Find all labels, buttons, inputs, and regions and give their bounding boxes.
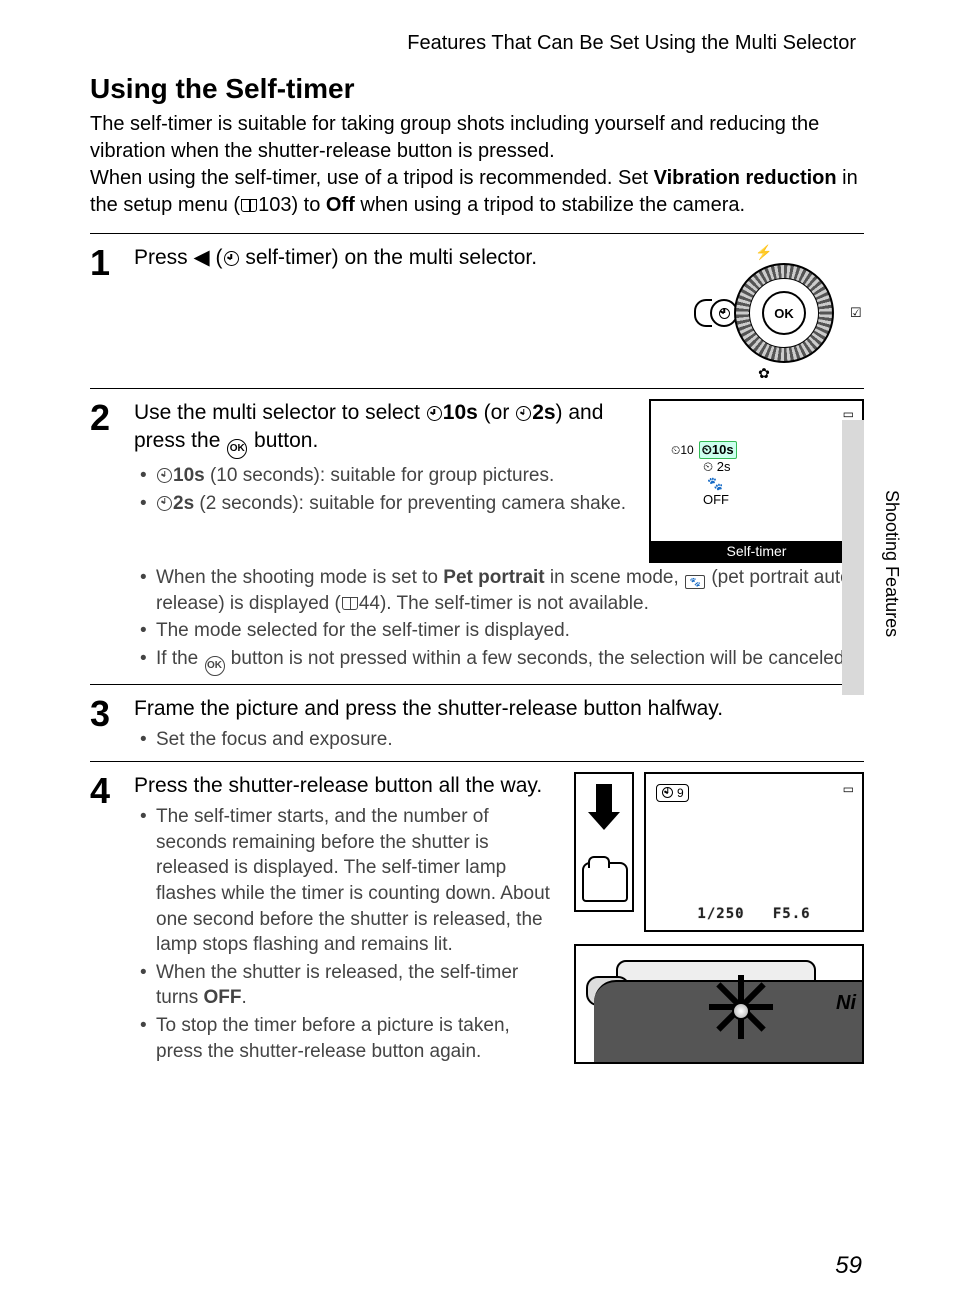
timer-lamp-burst-icon (706, 976, 776, 1046)
timer-menu: ⏲10⏲10s ⏲ 2s 🐾 OFF (671, 441, 737, 508)
macro-icon: ✿ (664, 365, 864, 382)
step-2-title: Use the multi selector to select 10s (or… (134, 399, 631, 459)
page-number: 59 (835, 1252, 862, 1280)
page-title: Using the Self-timer (90, 73, 864, 105)
ok-button: OK (762, 291, 806, 335)
menu-option-10s: ⏲10s (699, 441, 737, 459)
step-2: 2 Use the multi selector to select 10s (… (90, 399, 864, 678)
flash-icon: ⚡ (664, 244, 864, 261)
camera-figure: Ni (574, 944, 864, 1064)
step-1: 1 Press ◀ ( self-timer) on the multi sel… (90, 244, 864, 382)
section-label: Shooting Features (881, 490, 902, 637)
section-tab (842, 420, 864, 695)
breadcrumb: Features That Can Be Set Using the Multi… (90, 32, 864, 55)
bullet: 2s (2 seconds): suitable for preventing … (156, 491, 631, 517)
off-label: Off (326, 194, 355, 216)
self-timer-icon (157, 496, 172, 511)
bullet: Set the focus and exposure. (156, 727, 864, 753)
divider (90, 684, 864, 685)
self-timer-icon (157, 468, 172, 483)
lcd-figure-step2: ▭ ⏲10⏲10s ⏲ 2s 🐾 OFF Self-timer (649, 399, 864, 563)
self-timer-icon (719, 308, 730, 319)
bullet: The self-timer starts, and the number of… (156, 804, 556, 958)
menu-option-2s: ⏲ 2s (671, 459, 737, 475)
menu-option-off: OFF (671, 492, 737, 508)
multi-selector-figure: ⚡ OK ☑ ✿ (664, 244, 864, 382)
manual-ref-icon (342, 597, 358, 610)
step-4-title: Press the shutter-release button all the… (134, 772, 556, 800)
self-timer-icon (224, 251, 239, 266)
down-arrow-icon (588, 784, 620, 830)
vibration-reduction-label: Vibration reduction (654, 167, 837, 189)
manual-ref-icon (241, 199, 257, 212)
step-3-bullets: Set the focus and exposure. (134, 727, 864, 753)
countdown-badge: 9 (656, 784, 689, 802)
step-4-number: 4 (90, 772, 134, 809)
intro-p2: When using the self-timer, use of a trip… (90, 165, 864, 219)
bullet: When the shooting mode is set to Pet por… (156, 565, 864, 616)
step-2-bullets-cont: When the shooting mode is set to Pet por… (134, 565, 864, 676)
menu-option-pet: 🐾 (671, 476, 737, 492)
self-timer-icon (427, 406, 442, 421)
intro-p1: The self-timer is suitable for taking gr… (90, 111, 864, 165)
step-4-figures: ▭ 9 1/250 F5.6 Ni (574, 772, 864, 1067)
exposure-comp-icon: ☑ (850, 305, 862, 321)
divider (90, 761, 864, 762)
self-timer-icon (662, 787, 673, 798)
shutter-button-icon (582, 862, 628, 902)
step-2-number: 2 (90, 399, 134, 436)
step-1-number: 1 (90, 244, 134, 281)
bullet: To stop the timer before a picture is ta… (156, 1013, 556, 1064)
lcd-figure-step4: ▭ 9 1/250 F5.6 (644, 772, 864, 932)
ok-icon: OK (205, 656, 225, 676)
step-2-bullets: 10s (10 seconds): suitable for group pic… (134, 463, 631, 516)
step-4: 4 Press the shutter-release button all t… (90, 772, 864, 1067)
battery-icon: ▭ (843, 407, 854, 421)
bullet: 10s (10 seconds): suitable for group pic… (156, 463, 631, 489)
divider (90, 233, 864, 234)
pet-portrait-icon: 🐾 (685, 575, 705, 589)
exposure-readout: 1/250 F5.6 (646, 906, 862, 922)
intro-block: The self-timer is suitable for taking gr… (90, 111, 864, 219)
step-1-title: Press ◀ ( self-timer) on the multi selec… (134, 244, 646, 272)
step-4-bullets: The self-timer starts, and the number of… (134, 804, 556, 1064)
self-timer-icon (516, 406, 531, 421)
bullet: When the shutter is released, the self-t… (156, 960, 556, 1011)
step-3: 3 Frame the picture and press the shutte… (90, 695, 864, 755)
step-3-title: Frame the picture and press the shutter-… (134, 695, 864, 723)
brand-label: Ni (836, 992, 856, 1015)
bullet: If the OK button is not pressed within a… (156, 646, 864, 676)
page: Features That Can Be Set Using the Multi… (0, 0, 954, 1314)
shutter-press-figure (574, 772, 634, 912)
lcd-title-bar: Self-timer (651, 541, 862, 561)
battery-icon: ▭ (843, 782, 854, 796)
divider (90, 388, 864, 389)
ok-icon: OK (227, 439, 247, 459)
step-3-number: 3 (90, 695, 134, 732)
bullet: The mode selected for the self-timer is … (156, 618, 864, 644)
